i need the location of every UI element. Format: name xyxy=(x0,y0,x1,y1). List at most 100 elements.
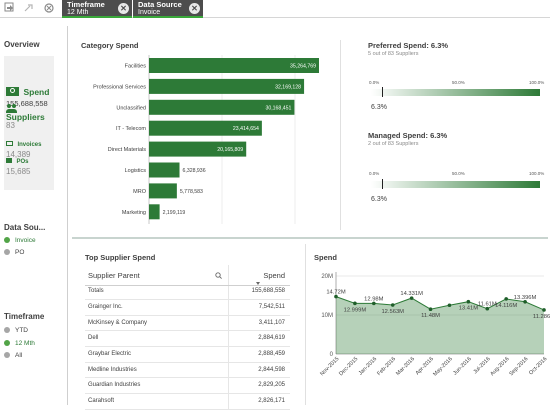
column-header-spend[interactable]: Spend xyxy=(263,271,285,280)
category-value-label: 2,199,119 xyxy=(163,210,186,216)
data-source-item-po[interactable]: PO xyxy=(4,248,24,257)
gauge-tick: 100.0% xyxy=(529,80,545,85)
data-label: 13.396M xyxy=(514,295,537,301)
totals-label: Totals xyxy=(88,288,104,294)
selections-bar: Timeframe 12 Mth ✕ Data Source Invoice ✕ xyxy=(0,0,550,18)
category-label: Logistics xyxy=(125,168,147,174)
spend-point[interactable] xyxy=(428,307,433,312)
timeframe-item-12mth[interactable]: 12 Mth xyxy=(4,339,35,348)
column-header-supplier[interactable]: Supplier Parent xyxy=(88,271,140,280)
pos-kpi: POs 15,685 xyxy=(6,150,66,176)
sort-desc-icon xyxy=(256,282,260,285)
spend-point[interactable] xyxy=(353,301,357,306)
spend-point[interactable] xyxy=(334,294,338,299)
x-tick-label: May-2016 xyxy=(432,356,454,378)
preferred-spend-title: Preferred Spend: 6.3% xyxy=(368,41,449,50)
x-tick-label: Oct-2016 xyxy=(528,356,548,376)
suppliers-label: Suppliers xyxy=(6,112,45,122)
table-row[interactable]: Dell 2,884,619 xyxy=(85,331,290,348)
supplier-spend: 2,884,619 xyxy=(258,335,285,342)
totals-row: Totals 155,688,558 xyxy=(85,286,290,300)
spend-value: 155,688,558 xyxy=(6,99,48,108)
category-bar[interactable] xyxy=(149,162,180,178)
category-bar[interactable] xyxy=(149,141,247,157)
gauge-marker xyxy=(381,179,383,189)
overview-kpi-panel xyxy=(4,56,54,190)
spend-point[interactable] xyxy=(504,297,508,301)
unselected-dot-icon xyxy=(4,352,10,358)
y-tick-label: 0 xyxy=(330,352,334,358)
selections-forward-icon[interactable] xyxy=(22,2,36,16)
data-source-item-invoice[interactable]: Invoice xyxy=(4,236,36,245)
close-icon[interactable]: ✕ xyxy=(118,3,129,14)
filter-chip-data-source[interactable]: Data Source Invoice ✕ xyxy=(133,0,203,18)
x-tick-label: Feb-2016 xyxy=(376,356,397,377)
managed-spend-gauge xyxy=(371,181,540,188)
category-value-label: 5,778,583 xyxy=(180,189,203,195)
category-value-label: 20,165,809 xyxy=(217,147,243,153)
supplier-spend: 2,826,171 xyxy=(258,398,285,405)
item-label: All xyxy=(15,352,23,359)
filter-value: 12 Mth xyxy=(67,9,89,16)
supplier-name: Guardian Industries xyxy=(88,382,141,389)
table-row[interactable]: McKinsey & Company 3,411,107 xyxy=(85,316,290,332)
item-label: PO xyxy=(15,249,25,256)
spend-point[interactable] xyxy=(409,296,414,300)
spend-point[interactable] xyxy=(447,303,452,308)
spend-point[interactable] xyxy=(485,306,490,311)
cart-icon xyxy=(6,158,12,163)
timeframe-item-ytd[interactable]: YTD xyxy=(4,326,28,335)
table-row[interactable]: Grainger Inc. 7,542,511 xyxy=(85,300,290,316)
gauge-marker xyxy=(381,87,383,97)
managed-spend-value: 6.3% xyxy=(371,196,387,203)
suppliers-kpi: Suppliers 83 xyxy=(6,104,66,130)
spend-point[interactable] xyxy=(466,299,471,304)
spend-point[interactable] xyxy=(390,303,395,307)
preferred-spend-subtitle: 5 out of 83 Suppliers xyxy=(368,51,419,57)
category-bar[interactable] xyxy=(149,120,262,136)
table-row[interactable]: Graybar Electric 2,888,459 xyxy=(85,347,290,363)
category-value-label: 6,328,936 xyxy=(183,168,206,174)
search-icon[interactable] xyxy=(215,272,222,281)
invoice-icon xyxy=(6,141,13,146)
gauge-tick: 0.0% xyxy=(369,171,380,176)
spend-point[interactable] xyxy=(523,299,527,304)
gauge-tick: 100.0% xyxy=(529,171,545,176)
pos-label: POs xyxy=(16,159,29,165)
category-label: Direct Materials xyxy=(108,147,146,153)
spend-label: Spend xyxy=(23,87,50,97)
table-row[interactable]: Carahsoft 2,826,171 xyxy=(85,394,290,410)
category-label: Professional Services xyxy=(93,84,146,90)
sidebar-divider xyxy=(67,26,68,405)
supplier-spend: 2,888,459 xyxy=(258,351,285,358)
timeframe-item-all[interactable]: All xyxy=(4,351,22,360)
data-label: 14.116M xyxy=(495,303,517,309)
close-icon[interactable]: ✕ xyxy=(189,3,200,14)
supplier-name: McKinsey & Company xyxy=(88,319,148,326)
unselected-dot-icon xyxy=(4,249,10,255)
category-bar[interactable] xyxy=(149,99,295,115)
invoices-label: Invoices xyxy=(17,142,42,148)
clear-selections-icon[interactable] xyxy=(42,2,56,16)
category-bar[interactable] xyxy=(149,58,319,73)
category-bar[interactable] xyxy=(149,204,160,220)
category-bar[interactable] xyxy=(149,78,305,94)
data-label: 11.61M xyxy=(478,302,497,308)
table-row[interactable]: Medline Industries 2,844,598 xyxy=(85,363,290,379)
filter-title: Data Source xyxy=(138,0,182,9)
top-supplier-table: Supplier Parent Spend Totals 155,688,558… xyxy=(85,265,290,410)
category-spend-title: Category Spend xyxy=(81,41,139,50)
money-icon xyxy=(6,87,19,96)
spend-chart-title: Spend xyxy=(314,253,337,262)
selections-back-icon[interactable] xyxy=(3,2,17,16)
spend-point[interactable] xyxy=(542,308,546,312)
category-bar[interactable] xyxy=(149,183,177,199)
preferred-spend-gauge xyxy=(371,89,540,96)
category-label: Facilities xyxy=(125,64,147,70)
spend-point[interactable] xyxy=(372,301,376,306)
table-row[interactable]: Guardian Industries 2,829,205 xyxy=(85,378,290,395)
supplier-spend: 2,844,598 xyxy=(258,366,285,373)
category-value-label: 23,414,654 xyxy=(233,126,259,132)
filter-chip-timeframe[interactable]: Timeframe 12 Mth ✕ xyxy=(62,0,132,18)
users-icon xyxy=(6,104,18,113)
